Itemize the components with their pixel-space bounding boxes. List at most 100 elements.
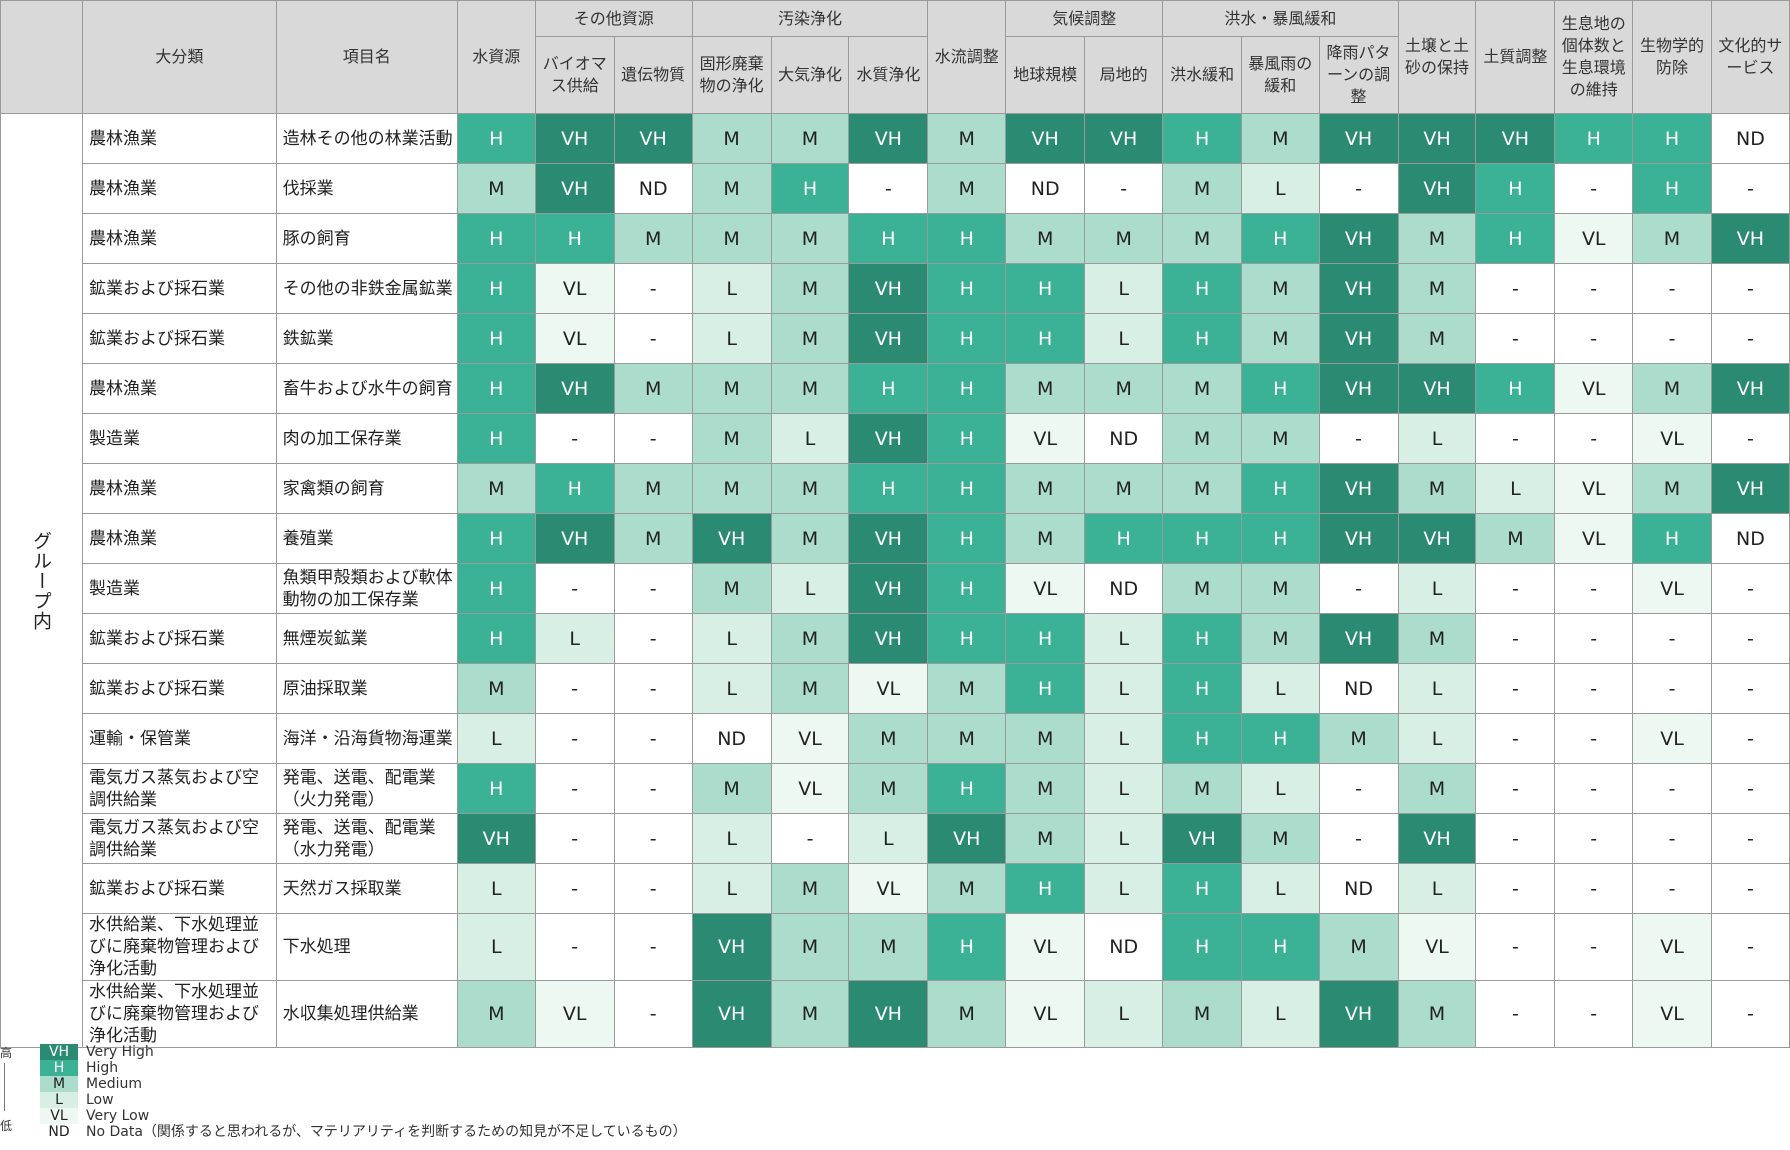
rating-cell: M <box>1162 163 1243 214</box>
rating-cell: M <box>1005 513 1086 564</box>
matrix-table: 大分類 項目名 水資源 その他資源 汚染浄化 水流調整 気候調整 洪水・暴風緩和… <box>0 0 1790 1048</box>
rating-cell: VH <box>1710 463 1790 514</box>
rating-cell: - <box>1475 763 1556 814</box>
rating-cell: VH <box>1318 363 1399 414</box>
header-col-flood: 洪水緩和 <box>1162 36 1243 114</box>
rating-cell: M <box>1084 363 1164 414</box>
rating-cell: H <box>456 613 536 664</box>
table-row: 農林漁業 伐採業 M VH ND M H - M ND - M L - VH H - H - <box>1 163 1790 214</box>
header-major-category: 大分類 <box>82 0 277 114</box>
header-group-flood-storm: 洪水・暴風緩和 <box>1162 0 1399 37</box>
legend-chip: ND <box>40 1124 78 1140</box>
table-row: 鉱業および採石業 天然ガス採取業 L - - L M VL M H L H L ND L - - - - <box>1 863 1790 914</box>
header-col-solid-waste: 固形廃棄物の浄化 <box>691 36 772 114</box>
rating-cell: M <box>1241 813 1320 864</box>
rating-cell: L <box>456 913 536 981</box>
legend-label: Low <box>86 1092 114 1108</box>
rating-cell: VH <box>848 513 929 564</box>
rating-cell: L <box>1084 263 1164 314</box>
rating-cell: - <box>1475 413 1556 464</box>
rating-cell: VL <box>770 763 850 814</box>
rating-cell: VL <box>1632 563 1712 614</box>
row-item-name: 造林その他の林業活動 <box>275 113 458 164</box>
table-row: 農林漁業 家禽類の飼育 M H M M M H H M M M H VH M L VL M VH <box>1 463 1790 514</box>
rating-cell: VL <box>1397 913 1477 981</box>
rating-cell: M <box>1397 213 1477 264</box>
row-item-name: 発電、送電、配電業（火力発電） <box>275 763 458 814</box>
rating-cell: - <box>1318 563 1399 614</box>
rating-cell: H <box>927 913 1007 981</box>
rating-cell: - <box>1554 163 1634 214</box>
rating-cell: H <box>1162 113 1243 164</box>
rating-cell: - <box>1710 263 1790 314</box>
rating-cell: M <box>1162 413 1243 464</box>
table-row: 農林漁業 畜牛および水牛の飼育 H VH M M M H H M M M H VH VH H VL M VH <box>1 363 1790 414</box>
rating-cell: M <box>1084 213 1164 264</box>
rating-cell: M <box>1397 613 1477 664</box>
rating-cell: VH <box>534 113 615 164</box>
rating-cell: - <box>1475 913 1556 981</box>
rating-cell: H <box>927 413 1007 464</box>
rating-cell: M <box>456 663 536 714</box>
header-col-rainfall: 降雨パターンの調整 <box>1318 36 1399 114</box>
table-row: 鉱業および採石業 鉄鉱業 H VL - L M VH H H L H M VH M - - - - <box>1 313 1790 364</box>
rating-cell: M <box>1397 313 1477 364</box>
rating-cell: - <box>848 163 929 214</box>
rating-cell: VH <box>456 813 536 864</box>
header-col-habitat: 生息地の個体数と生息環境の維持 <box>1554 0 1634 114</box>
rating-cell: - <box>534 563 615 614</box>
rating-cell: M <box>927 113 1007 164</box>
row-item-name: 天然ガス採取業 <box>275 863 458 914</box>
rating-cell: VH <box>691 913 772 981</box>
rating-cell: L <box>691 863 772 914</box>
legend-arrow-icon <box>4 1063 5 1111</box>
rating-cell: - <box>1710 763 1790 814</box>
rating-cell: - <box>1710 913 1790 981</box>
rating-cell: H <box>848 363 929 414</box>
rating-cell: - <box>1554 863 1634 914</box>
rating-cell: VH <box>534 363 615 414</box>
rating-cell: VH <box>848 263 929 314</box>
rating-cell: M <box>770 980 850 1048</box>
rating-cell: H <box>1241 513 1320 564</box>
rating-cell: L <box>848 813 929 864</box>
rating-cell: M <box>927 980 1007 1048</box>
rating-cell: L <box>1241 163 1320 214</box>
rating-cell: H <box>848 463 929 514</box>
rating-cell: - <box>613 713 693 764</box>
rating-cell: M <box>770 613 850 664</box>
rating-cell: - <box>613 663 693 714</box>
rating-cell: M <box>770 913 850 981</box>
rating-cell: H <box>927 263 1007 314</box>
rating-cell: VL <box>1005 563 1086 614</box>
rating-cell: M <box>1318 713 1399 764</box>
legend: 高 低 VH Very High H High M Medium L Low VL Very Lo… <box>0 1039 800 1150</box>
rating-cell: ND <box>1084 413 1164 464</box>
rating-cell: H <box>1241 713 1320 764</box>
legend-chip: VH <box>40 1044 78 1060</box>
rating-cell: H <box>534 463 615 514</box>
table-row: 鉱業および採石業 無煙炭鉱業 H L - L M VH H H L H M VH M - - - - <box>1 613 1790 664</box>
rating-cell: H <box>1162 663 1243 714</box>
rating-cell: VH <box>1397 813 1477 864</box>
rating-cell: H <box>456 263 536 314</box>
rating-cell: L <box>1241 863 1320 914</box>
rating-cell: H <box>1162 613 1243 664</box>
rating-cell: VH <box>848 113 929 164</box>
rating-cell: M <box>1005 813 1086 864</box>
rating-cell: - <box>613 863 693 914</box>
rating-cell: ND <box>1318 663 1399 714</box>
rating-cell: - <box>1475 263 1556 314</box>
legend-label: Medium <box>86 1076 142 1092</box>
rating-cell: - <box>1554 613 1634 664</box>
rating-cell: M <box>1632 463 1712 514</box>
rating-cell: L <box>534 613 615 664</box>
rating-cell: H <box>1475 163 1556 214</box>
rating-cell: L <box>691 613 772 664</box>
rating-cell: M <box>848 913 929 981</box>
row-item-name: 肉の加工保存業 <box>275 413 458 464</box>
rating-cell: L <box>1241 763 1320 814</box>
row-category: 農林漁業 <box>82 463 277 514</box>
rating-cell: - <box>1710 563 1790 614</box>
rating-cell: M <box>1632 213 1712 264</box>
